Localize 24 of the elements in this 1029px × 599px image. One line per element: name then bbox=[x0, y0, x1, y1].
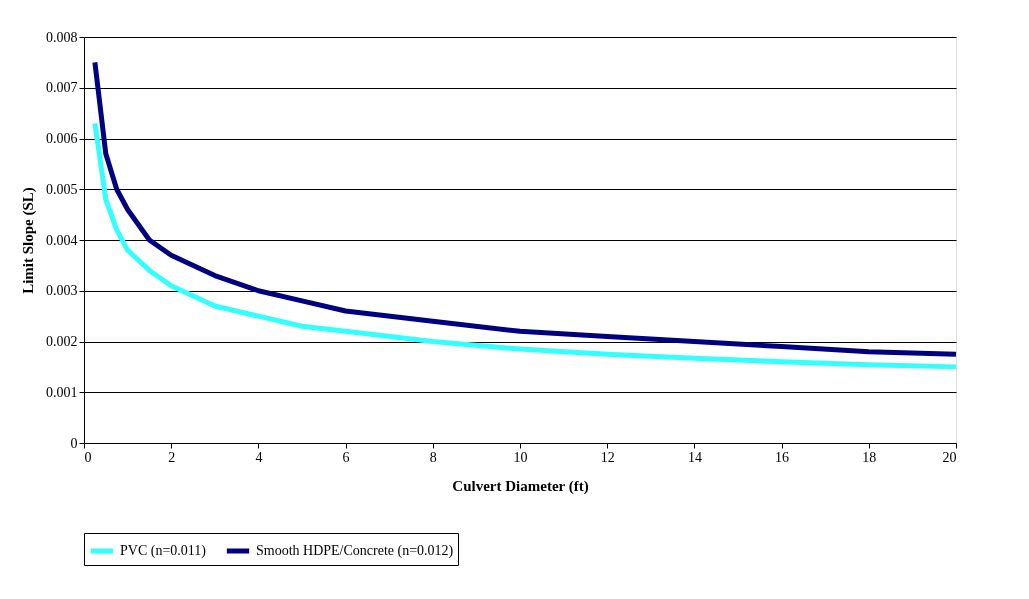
y-tick-label: 0.005 bbox=[46, 181, 78, 197]
legend-label: Smooth HDPE/Concrete (n=0.012) bbox=[256, 543, 454, 559]
x-tick-label: 8 bbox=[429, 449, 437, 465]
legend-label: PVC (n=0.011) bbox=[120, 543, 207, 559]
x-tick-label: 0 bbox=[84, 449, 92, 465]
x-tick-label: 4 bbox=[255, 449, 263, 465]
y-tick-label: 0.002 bbox=[46, 334, 78, 349]
y-tick-label: 0.004 bbox=[46, 232, 78, 248]
x-axis-title: Culvert Diameter (ft) bbox=[452, 477, 589, 495]
x-tick-label: 10 bbox=[513, 449, 528, 465]
y-tick-label: 0.007 bbox=[46, 80, 78, 96]
x-tick-label: 2 bbox=[168, 449, 176, 465]
y-tick-label: 0.003 bbox=[46, 283, 78, 299]
x-tick-label: 12 bbox=[600, 449, 615, 465]
x-tick-label: 14 bbox=[687, 449, 702, 465]
y-axis-title: Limit Slope (SL) bbox=[20, 187, 37, 294]
y-tick-label: 0.006 bbox=[46, 131, 78, 146]
y-tick-label: 0 bbox=[70, 435, 78, 451]
y-tick-label: 0.008 bbox=[46, 29, 78, 45]
x-tick-label: 16 bbox=[775, 449, 790, 465]
x-tick-label: 6 bbox=[342, 449, 350, 465]
y-tick-label: 0.001 bbox=[46, 384, 78, 400]
x-tick-label: 18 bbox=[862, 449, 877, 465]
x-tick-label: 20 bbox=[942, 449, 957, 465]
